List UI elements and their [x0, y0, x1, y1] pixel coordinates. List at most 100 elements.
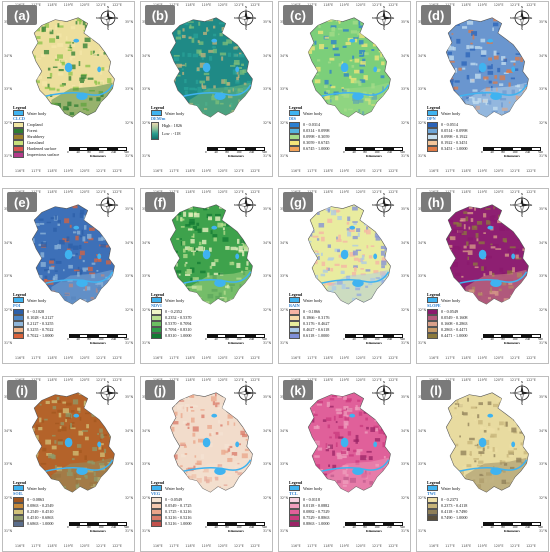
- lat-ticks-right: 35°N 34°N 33°N 32°N 31°N: [538, 395, 547, 533]
- legend-entry: 0.6863 - 1.0000: [13, 520, 81, 527]
- compass-rose-icon: N S W E: [96, 6, 118, 30]
- water-body: [340, 249, 349, 260]
- province-map: [445, 392, 529, 493]
- river-line: [45, 271, 114, 284]
- legend-entry: 0.2127 - 0.3255: [13, 320, 81, 327]
- map-panel-b: 116°E117°E118°E119°E120°E121°E122°E116°E…: [140, 1, 273, 177]
- legend-entry: Forest: [13, 127, 81, 134]
- compass-letter-w: W: [510, 391, 512, 395]
- water-body: [235, 441, 240, 448]
- compass-letter-w: W: [234, 391, 236, 395]
- panel-label: (h): [421, 192, 451, 212]
- legend-entry: 0.0314 - 0.0998: [289, 127, 357, 134]
- map-legend: Legend Water body DEM/m High : 1826 Low : -1…: [151, 105, 219, 140]
- scale-bar: 0 40 80 160 240 320 Kilometers: [343, 145, 405, 158]
- scale-bar: 0 40 80 160 240 320 Kilometers: [67, 520, 129, 533]
- river-line: [183, 271, 252, 284]
- compass-letter-e: E: [392, 203, 394, 207]
- legend-variable-name: TCL: [289, 491, 298, 497]
- lat-ticks-right: 35°N 34°N 33°N 32°N 31°N: [124, 207, 133, 345]
- panel-label: (b): [145, 5, 175, 25]
- scale-bar: 0 40 80 160 240 320 Kilometers: [205, 145, 267, 158]
- panel-label: (k): [283, 380, 313, 400]
- water-body: [349, 413, 356, 418]
- compass-letter-s: S: [245, 214, 247, 217]
- province-map: [307, 392, 391, 493]
- compass-letter-n: N: [245, 6, 247, 9]
- water-body: [511, 66, 516, 73]
- map-legend: Legend Water body DIS 0 - 0.0314 0.0314 - 0.…: [289, 105, 357, 152]
- legend-entry: Cropland: [13, 121, 81, 128]
- legend-entry: 0.7022 - 1.0000: [13, 332, 81, 339]
- compass-letter-e: E: [254, 203, 256, 207]
- river-line: [183, 84, 252, 97]
- legend-entry-text: High : 1826: [162, 122, 183, 128]
- water-body: [478, 249, 487, 260]
- compass-letter-w: W: [96, 16, 98, 20]
- legend-entry: 0.2352 - 0.5370: [151, 314, 219, 321]
- legend-variable-name: DIS: [289, 116, 296, 122]
- compass-rose-icon: N S W E: [234, 381, 256, 405]
- legend-entry: 0.0514 - 0.0998: [427, 127, 495, 134]
- compass-letter-n: N: [521, 381, 523, 384]
- province-map: [31, 17, 115, 118]
- compass-letter-s: S: [521, 27, 523, 30]
- legend-entry: 0.8310 - 1.0000: [151, 332, 219, 339]
- legend-entry: 0.4118 - 0.7490: [427, 508, 495, 515]
- water-body: [97, 253, 102, 260]
- compass-letter-s: S: [107, 402, 109, 405]
- water-body: [340, 437, 349, 448]
- map-panel-e: 116°E117°E118°E119°E120°E121°E122°E116°E…: [2, 188, 135, 364]
- panel-label: (a): [7, 5, 37, 25]
- legend-title: Legend: [289, 480, 303, 485]
- lon-ticks-bottom: 116°E 117°E 118°E 119°E 120°E 121°E 122°E: [15, 169, 122, 173]
- scale-bar: 0 40 80 160 240 320 Kilometers: [481, 332, 543, 345]
- river-line: [321, 459, 390, 472]
- legend-variable-name: POI: [13, 303, 21, 309]
- lon-ticks-bottom: 116°E 117°E 118°E 119°E 120°E 121°E 122°E: [291, 169, 398, 173]
- province-shape: [31, 392, 115, 493]
- legend-entry: 0 - 0.0549: [427, 308, 495, 315]
- legend-title: Legend: [151, 292, 165, 297]
- legend-entry: 0.3451 - 1.0000: [427, 145, 495, 152]
- compass-letter-w: W: [96, 203, 98, 207]
- map-panel-d: 116°E117°E118°E119°E120°E121°E122°E116°E…: [416, 1, 549, 177]
- river-line: [45, 459, 114, 472]
- legend-title: Legend: [289, 105, 303, 110]
- legend-entry: Impervious surface: [13, 151, 81, 158]
- legend-entry: 0.0998 - 0.3059: [289, 133, 357, 140]
- legend-variable-name: NDVI: [151, 303, 162, 309]
- compass-letter-e: E: [254, 391, 256, 395]
- river-line: [321, 271, 390, 284]
- map-panel-j: 116°E117°E118°E119°E120°E121°E122°E116°E…: [140, 376, 273, 552]
- legend-variable-name: DPN: [427, 116, 436, 122]
- water-body: [373, 66, 378, 73]
- legend-entry: 0.4471 - 1.0000: [427, 332, 495, 339]
- compass-letter-e: E: [530, 203, 532, 207]
- compass-letter-w: W: [510, 16, 512, 20]
- legend-entry: 0 - 0.0549: [151, 496, 219, 503]
- compass-letter-n: N: [107, 193, 109, 196]
- map-panel-l: 116°E117°E118°E119°E120°E121°E122°E116°E…: [416, 376, 549, 552]
- legend-entry: 0.3216 - 0.5216: [151, 514, 219, 521]
- legend-entry: 0.6745 - 1.0000: [289, 145, 357, 152]
- map-panel-a: 116°E117°E118°E119°E120°E121°E122°E116°E…: [2, 1, 135, 177]
- map-panel-g: 116°E117°E118°E119°E120°E121°E122°E116°E…: [278, 188, 411, 364]
- map-legend: Legend Water body TWI 0 - 0.2373 0.2373 - 0.…: [427, 480, 495, 521]
- water-body: [64, 249, 73, 260]
- legend-entry: 0.2373 - 0.4118: [427, 502, 495, 509]
- map-legend: Legend Water body SLOPE 0 - 0.0549 0.0549 - …: [427, 292, 495, 339]
- legend-entry: 0 - 0.0863: [13, 496, 81, 503]
- compass-letter-s: S: [107, 27, 109, 30]
- compass-rose-icon: N S W E: [234, 193, 256, 217]
- compass-rose-icon: N S W E: [510, 6, 532, 30]
- lat-ticks-right: 35°N 34°N 33°N 32°N 31°N: [124, 20, 133, 158]
- compass-rose-icon: N S W E: [372, 6, 394, 30]
- lon-ticks-bottom: 116°E 117°E 118°E 119°E 120°E 121°E 122°E: [429, 169, 536, 173]
- province-map: [445, 17, 529, 118]
- legend-entry: 0 - 0.0514: [427, 121, 495, 128]
- river-line: [321, 84, 390, 97]
- water-body: [202, 437, 211, 448]
- lat-ticks-right: 35°N 34°N 33°N 32°N 31°N: [538, 207, 547, 345]
